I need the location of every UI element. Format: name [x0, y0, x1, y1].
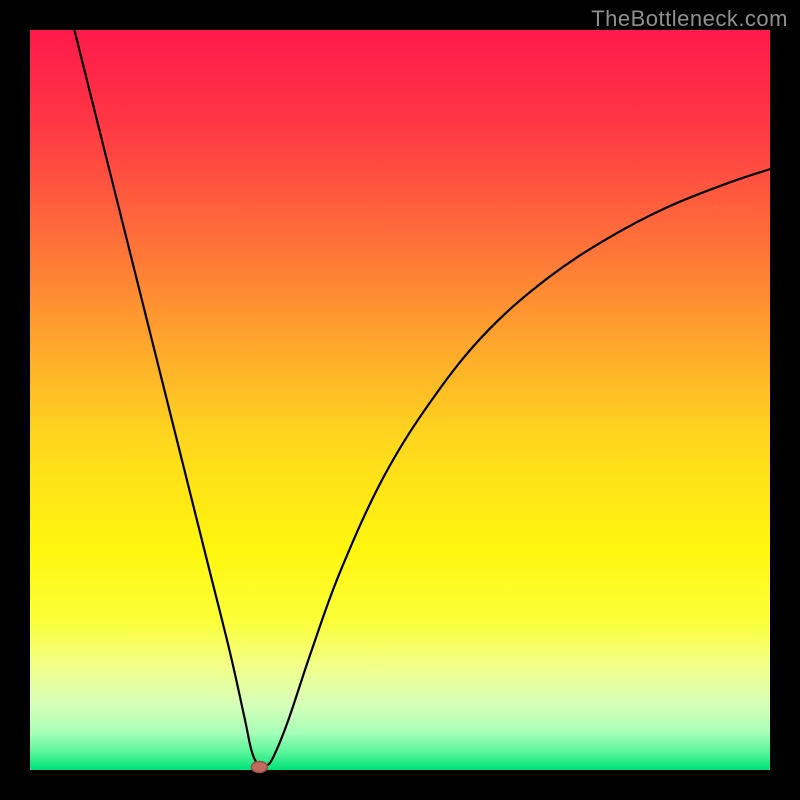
- plot-gradient: [30, 30, 770, 770]
- bottleneck-chart: [0, 0, 800, 800]
- optimal-point-marker: [251, 762, 267, 773]
- attribution-label: TheBottleneck.com: [591, 6, 788, 32]
